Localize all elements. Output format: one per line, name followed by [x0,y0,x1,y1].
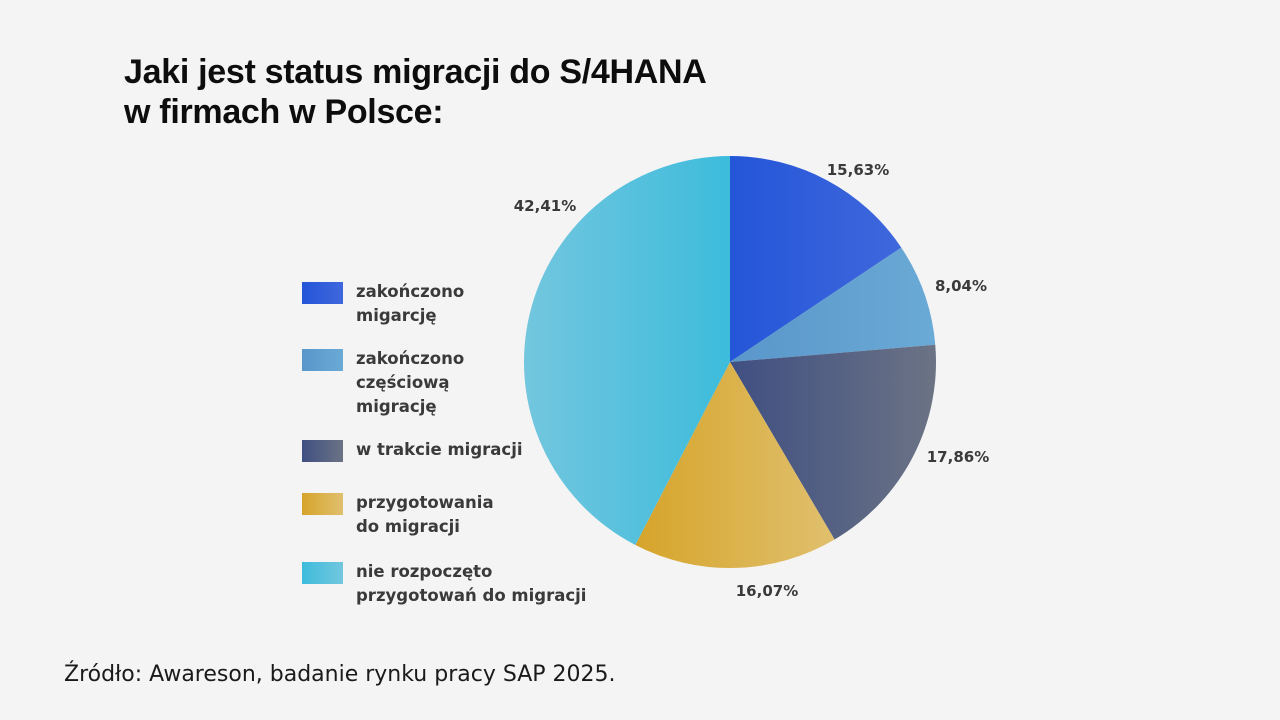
slice-not-started-label: 42,41% [514,197,576,215]
legend-label: nie rozpoczęto przygotowań do migracji [356,560,606,608]
legend-label-line: migarcję [356,306,437,325]
legend-label-line: w trakcie migracji [356,440,523,459]
legend-swatch [302,493,343,515]
slice-in-progress-label: 17,86% [927,448,989,466]
legend-label-line: przygotowania [356,493,494,512]
legend-label: zakończono migarcję [356,280,606,328]
slice-partial [730,247,936,362]
chart-title-line-1: Jaki jest status migracji do S/4HANA [124,53,707,91]
legend-swatch [302,440,343,462]
chart-title-line-2: w firmach w Polsce: [124,93,444,131]
source-note: Źródło: Awareson, badanie rynku pracy SA… [64,662,616,687]
legend-label: zakończono częściową migrację [356,347,606,419]
legend-label-line: przygotowań do migracji [356,586,587,605]
legend-label-line: zakończono [356,282,465,301]
legend-label-line: zakończono [356,349,465,368]
legend-swatch [302,562,343,584]
slice-preparing-label: 16,07% [736,582,798,600]
legend-swatch [302,349,343,371]
slice-preparing [635,362,835,568]
legend-swatch [302,282,343,304]
legend-label-line: częściową [356,373,450,392]
legend-label: przygotowania do migracji [356,491,606,539]
legend-label-line: nie rozpoczęto [356,562,493,581]
slice-not-started [523,156,730,545]
slice-in-progress [730,344,937,540]
legend-label-line: migrację [356,397,437,416]
chart-title: Jaki jest status migracji do S/4HANA w f… [124,52,707,132]
legend-label: w trakcie migracji [356,438,606,462]
slice-partial-label: 8,04% [935,277,987,295]
legend-label-line: do migracji [356,517,460,536]
slice-completed [730,156,902,362]
slice-completed-label: 15,63% [827,161,889,179]
